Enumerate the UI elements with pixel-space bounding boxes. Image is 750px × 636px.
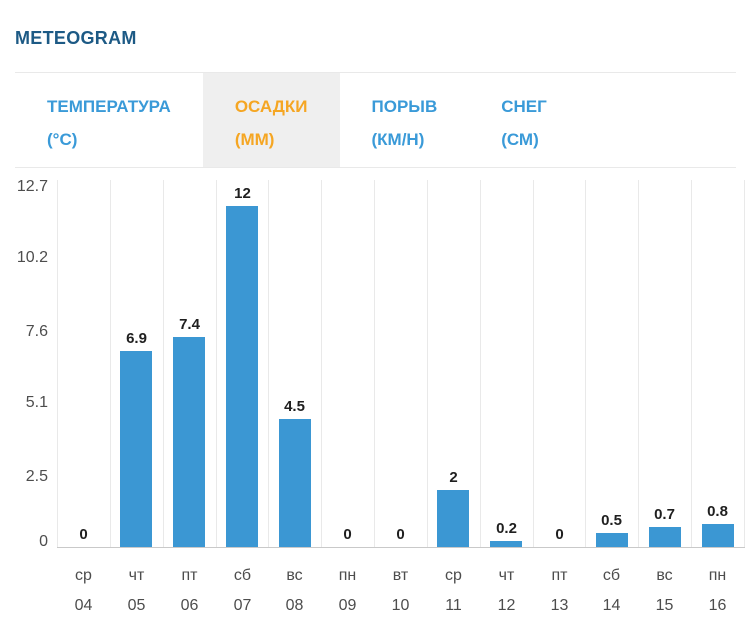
bar-value-label: 0 — [555, 526, 564, 543]
tab-gust-label: ПОРЫВ — [371, 97, 438, 116]
x-label-date: 12 — [497, 597, 516, 614]
x-label-weekday: ср — [445, 567, 462, 584]
tab-gust[interactable]: ПОРЫВ (КМ/Н) — [340, 73, 470, 167]
vertical-gridline — [321, 180, 322, 547]
x-label-date: 08 — [285, 597, 304, 614]
tab-bar: ТЕМПЕРАТУРА (°C) ОСАДКИ (ММ) ПОРЫВ (КМ/Н… — [15, 72, 736, 168]
x-label-date: 07 — [233, 597, 252, 614]
bar-value-label: 6.9 — [126, 330, 147, 347]
x-label-weekday: пн — [708, 567, 727, 584]
vertical-gridline — [744, 180, 745, 547]
precip-bar — [437, 490, 469, 547]
bar-value-label: 0.2 — [496, 520, 517, 537]
bar-value-label: 4.5 — [284, 398, 305, 415]
tab-snow-label: СНЕГ — [501, 97, 547, 116]
vertical-gridline — [533, 180, 534, 547]
tab-snow-unit: (СМ) — [501, 130, 539, 149]
tab-snow[interactable]: СНЕГ (СМ) — [469, 73, 579, 167]
vertical-gridline — [216, 180, 217, 547]
y-tick-label: 5.1 — [25, 394, 48, 411]
bar-value-label: 2 — [449, 469, 458, 486]
precip-bar — [279, 419, 311, 547]
precip-bar — [226, 206, 258, 547]
precip-bar — [702, 524, 734, 547]
x-label-date: 13 — [550, 597, 569, 614]
page-title: METEOGRAM — [15, 28, 137, 48]
bar-value-label: 0 — [343, 526, 352, 543]
x-label-weekday: пт — [551, 567, 568, 584]
bar-value-label: 0 — [79, 526, 88, 543]
x-label-date: 05 — [127, 597, 146, 614]
tab-temperature-label: ТЕМПЕРАТУРА — [47, 97, 171, 116]
vertical-gridline — [110, 180, 111, 547]
x-label-weekday: сб — [233, 567, 252, 584]
x-axis-line — [57, 547, 745, 548]
vertical-gridline — [638, 180, 639, 547]
precip-bar — [120, 351, 152, 547]
x-label-weekday: ср — [75, 567, 92, 584]
x-label-weekday: вс — [656, 567, 673, 584]
x-label-weekday: вс — [286, 567, 303, 584]
x-label-date: 11 — [445, 597, 462, 614]
vertical-gridline — [268, 180, 269, 547]
x-label-date: 14 — [602, 597, 621, 614]
tab-precipitation-label: ОСАДКИ — [234, 97, 308, 116]
x-label-date: 10 — [391, 597, 410, 614]
x-label-date: 15 — [655, 597, 674, 614]
x-label-date: 04 — [74, 597, 93, 614]
tab-gust-unit: (КМ/Н) — [371, 130, 425, 149]
bar-value-label: 0.7 — [654, 506, 675, 523]
y-axis-line — [57, 180, 58, 547]
y-tick-label: 0 — [39, 533, 48, 550]
precip-bar — [596, 533, 628, 547]
bar-value-label: 12 — [234, 185, 251, 202]
vertical-gridline — [427, 180, 428, 547]
x-label-weekday: чт — [498, 567, 515, 584]
precip-bar — [173, 337, 205, 547]
vertical-gridline — [374, 180, 375, 547]
vertical-gridline — [480, 180, 481, 547]
x-label-weekday: пт — [181, 567, 198, 584]
tab-precipitation-unit: (ММ) — [234, 130, 275, 149]
x-label-weekday: сб — [602, 567, 621, 584]
tab-temperature-unit: (°C) — [47, 130, 78, 149]
precip-bar — [649, 527, 681, 547]
vertical-gridline — [585, 180, 586, 547]
y-tick-label: 2.5 — [25, 468, 48, 485]
vertical-gridline — [163, 180, 164, 547]
y-tick-label: 10.2 — [16, 249, 48, 266]
x-label-date: 16 — [708, 597, 727, 614]
x-label-weekday: пн — [338, 567, 357, 584]
tab-temperature[interactable]: ТЕМПЕРАТУРА (°C) — [15, 73, 203, 167]
bar-value-label: 0.8 — [707, 503, 728, 520]
x-label-weekday: чт — [128, 567, 145, 584]
x-label-date: 06 — [180, 597, 199, 614]
x-label-weekday: вт — [392, 567, 409, 584]
bar-value-label: 7.4 — [179, 316, 200, 333]
bar-value-label: 0 — [396, 526, 405, 543]
tab-precipitation[interactable]: ОСАДКИ (ММ) — [202, 73, 340, 167]
bar-value-label: 0.5 — [601, 512, 622, 529]
x-label-date: 09 — [338, 597, 357, 614]
y-tick-label: 7.6 — [25, 323, 48, 340]
vertical-gridline — [691, 180, 692, 547]
y-tick-label: 12.7 — [16, 178, 48, 195]
precip-bar — [490, 541, 522, 547]
